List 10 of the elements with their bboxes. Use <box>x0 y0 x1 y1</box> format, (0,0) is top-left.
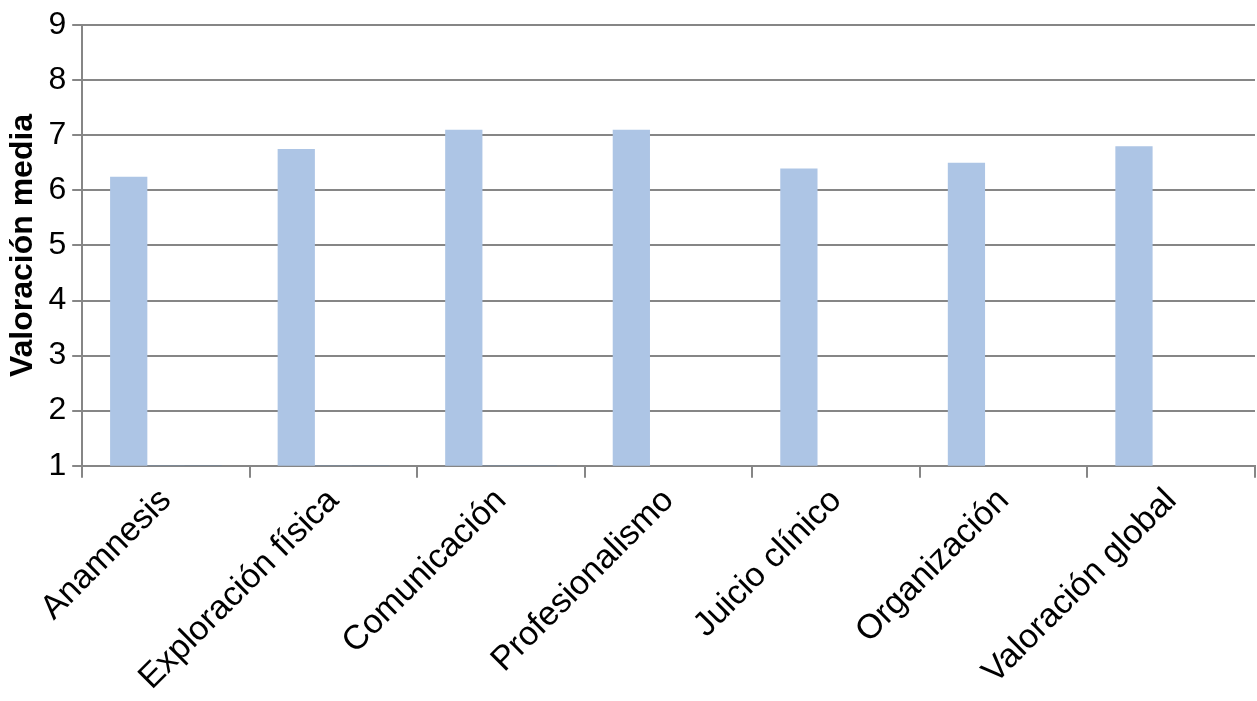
y-tick-label: 2 <box>48 390 67 427</box>
y-tick-label: 9 <box>48 5 67 42</box>
y-tick-label: 4 <box>48 280 67 317</box>
y-tick-label: 3 <box>48 335 67 372</box>
y-tick-label: 7 <box>48 115 67 152</box>
y-tick-label: 5 <box>48 225 67 262</box>
y-axis-title: Valoración media <box>3 113 40 378</box>
y-tick-label: 6 <box>48 170 67 207</box>
y-tick-label: 1 <box>48 445 67 482</box>
y-tick-label: 8 <box>48 60 67 97</box>
